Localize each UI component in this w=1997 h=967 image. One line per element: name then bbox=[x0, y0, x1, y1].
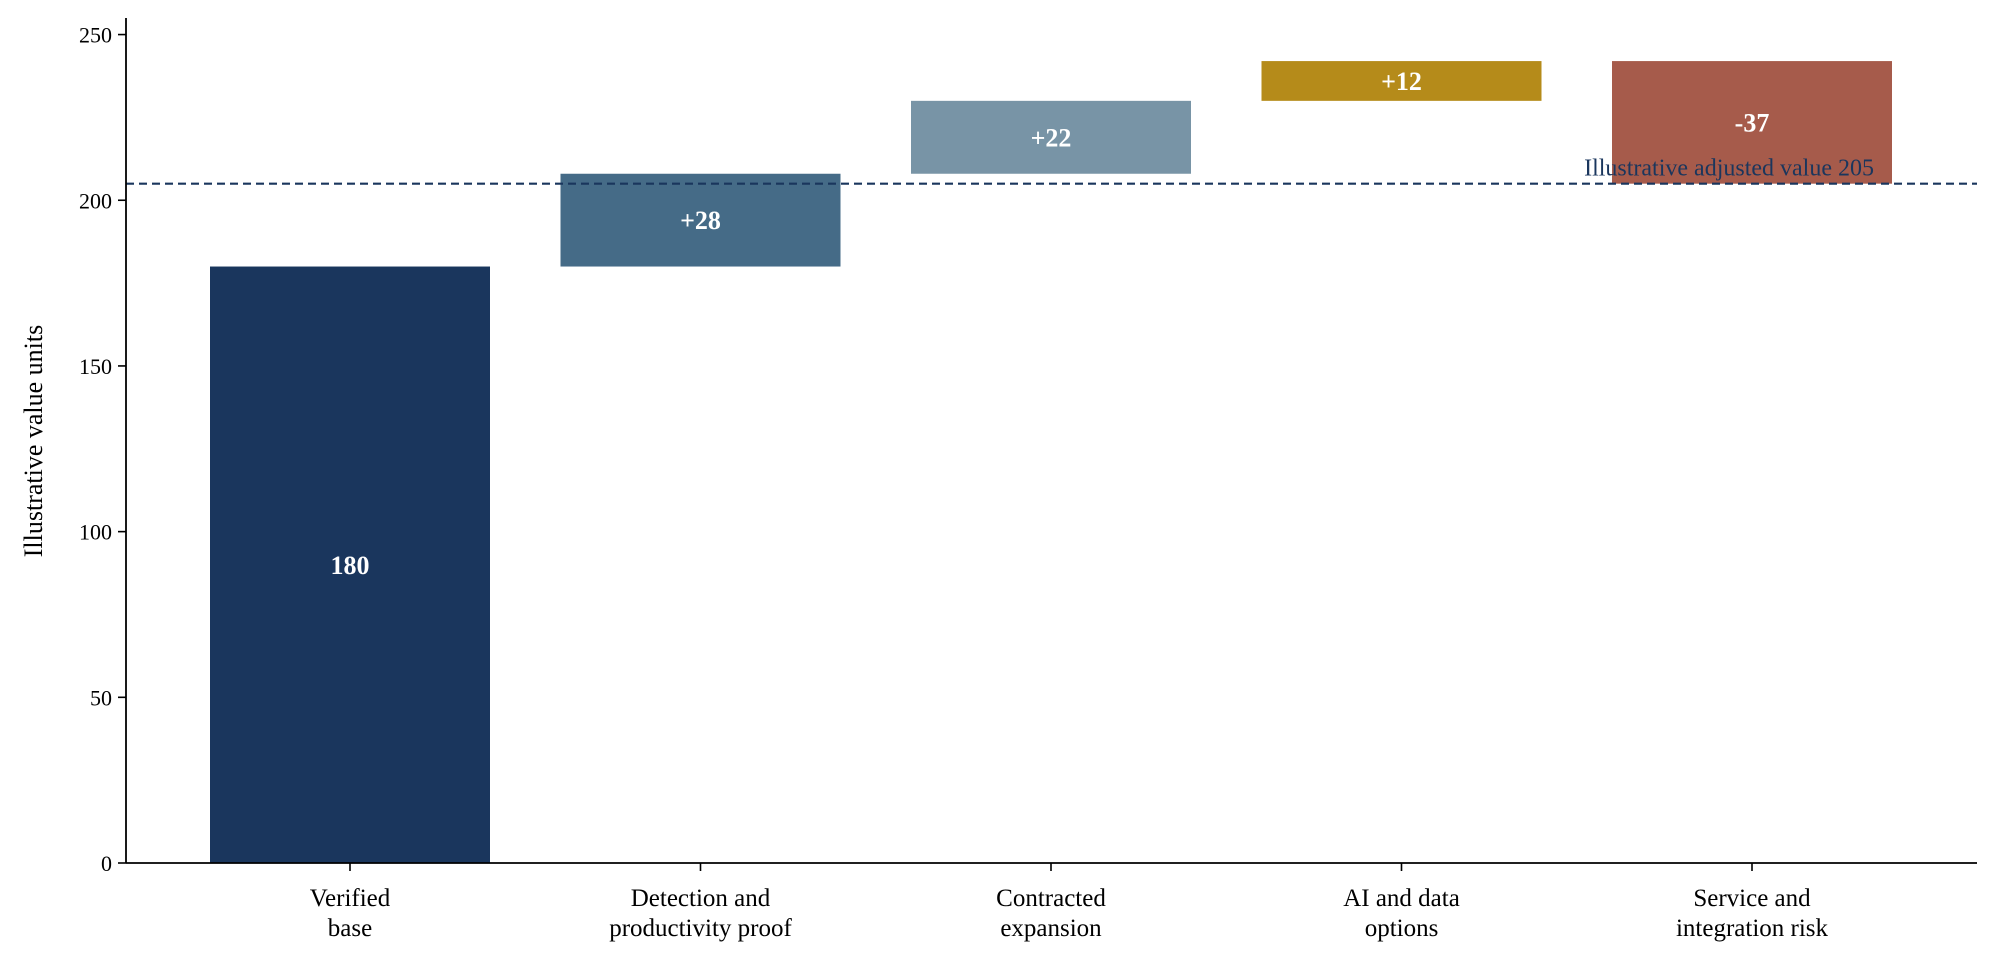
y-tick-label: 150 bbox=[79, 354, 112, 379]
y-tick-label: 100 bbox=[79, 520, 112, 545]
reference-line-label: Illustrative adjusted value 205 bbox=[1584, 156, 1874, 182]
x-category-label: Detection and productivity proof bbox=[609, 885, 792, 942]
y-tick-label: 0 bbox=[101, 851, 112, 876]
bar-4 bbox=[1261, 61, 1542, 101]
bar-1 bbox=[210, 266, 490, 863]
y-tick-label: 250 bbox=[79, 23, 112, 48]
bars-layer bbox=[210, 61, 1892, 863]
bar-value-label: +12 bbox=[1381, 67, 1422, 96]
axes-layer: 0 50 100 150 200 250 Verified base Detection and… bbox=[79, 18, 1977, 942]
y-axis-title: Illustrative value units bbox=[19, 325, 48, 558]
bar-5 bbox=[1612, 61, 1892, 184]
y-tick-label: 50 bbox=[90, 685, 112, 710]
bar-value-label: 180 bbox=[331, 551, 370, 580]
x-category-label: Service and integration risk bbox=[1676, 885, 1829, 942]
x-category-label: Verified base bbox=[310, 885, 391, 942]
bar-3 bbox=[911, 100, 1191, 174]
x-category-label: Contracted expansion bbox=[996, 885, 1106, 942]
x-category-label: AI and data options bbox=[1343, 885, 1460, 942]
bar-value-label: +22 bbox=[1031, 123, 1072, 152]
labels-layer: 180 +28 +22 +12 -37 Illustrative adjusted val… bbox=[331, 67, 1875, 580]
bar-2 bbox=[560, 173, 841, 267]
bar-value-label: -37 bbox=[1735, 108, 1770, 137]
y-tick-label: 200 bbox=[79, 188, 112, 213]
bar-value-label: +28 bbox=[680, 206, 721, 235]
